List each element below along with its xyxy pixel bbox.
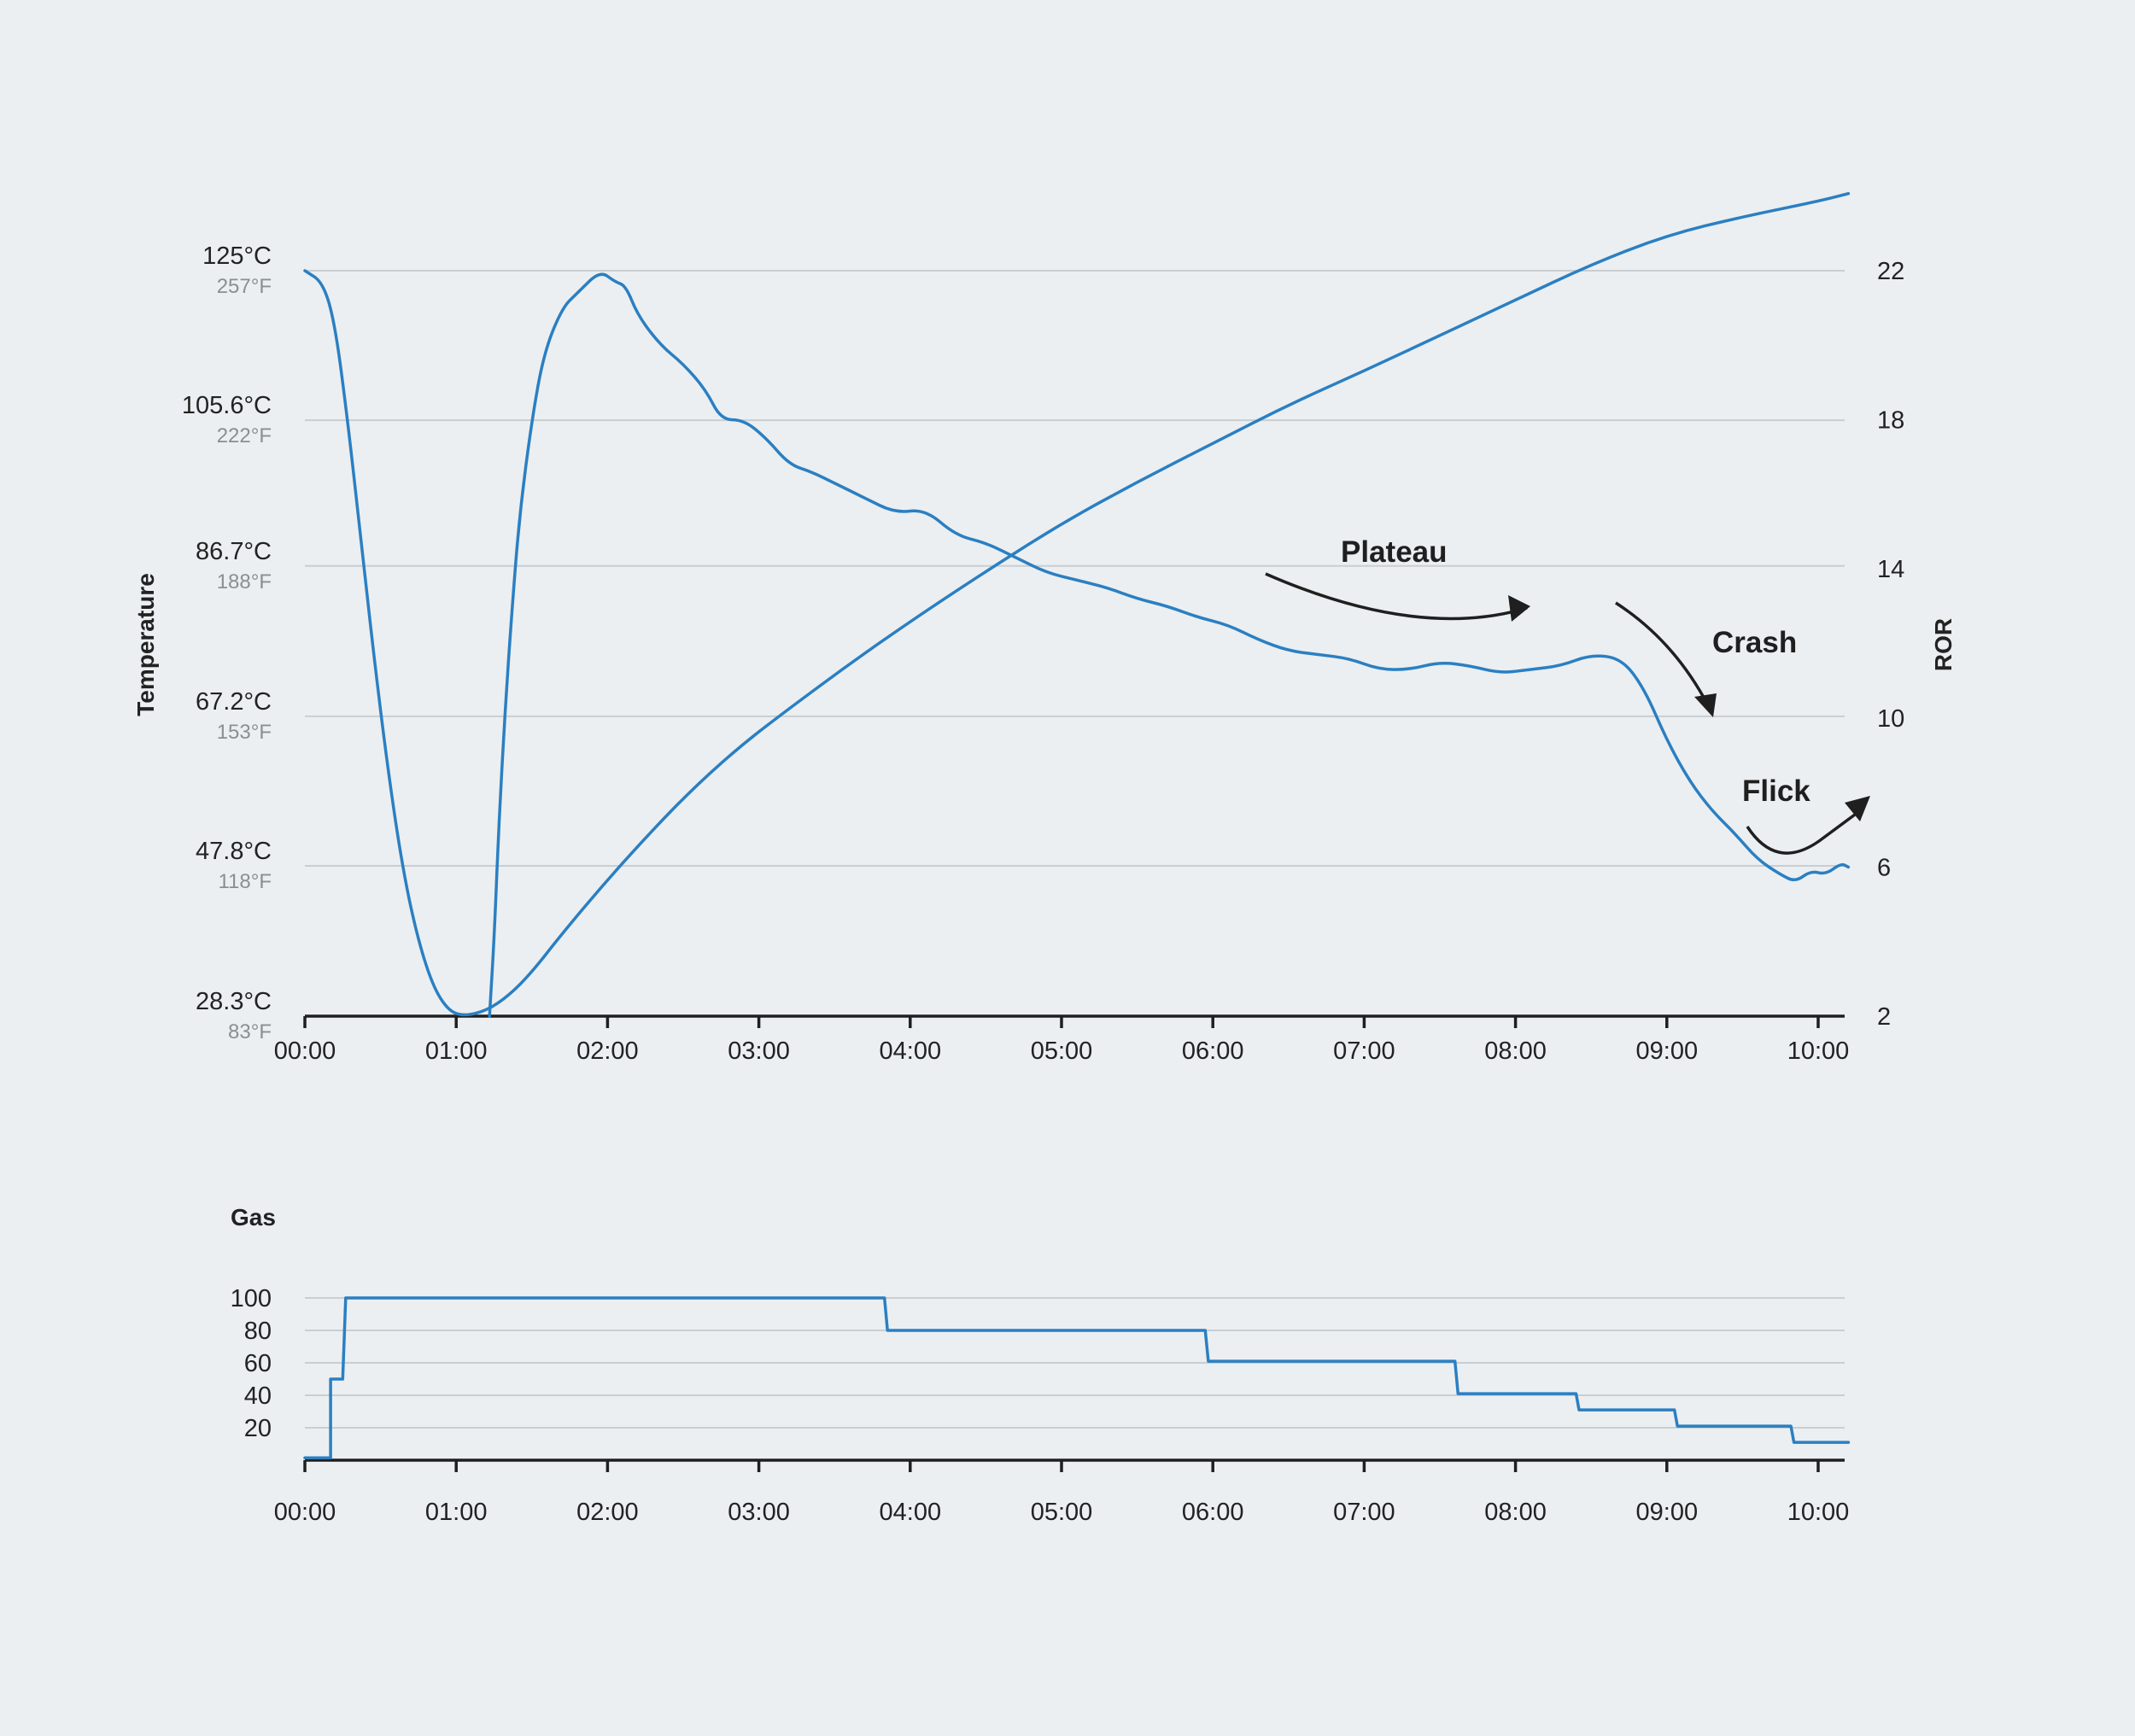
gas-tick-label: 20 <box>244 1415 272 1442</box>
gas-x-axis: 00:00 01:00 02:00 03:00 04:00 05:00 06:00 07:00… <box>274 1458 1850 1526</box>
top-x-tick-label: 03:00 <box>728 1038 790 1065</box>
gas-x-tick-label: 08:00 <box>1484 1499 1547 1526</box>
top-x-tick-label: 00:00 <box>274 1038 336 1065</box>
gas-x-tick-label: 01:00 <box>425 1499 488 1526</box>
annotation-flick: Flick <box>1742 774 1810 808</box>
gas-tick-label: 60 <box>244 1350 272 1377</box>
gas-x-tick-label: 03:00 <box>728 1499 790 1526</box>
ror-tick-label: 10 <box>1877 705 1904 733</box>
gas-y-axis-ticks: 100 80 60 40 20 <box>231 1285 272 1442</box>
ror-axis-title: ROR <box>1930 618 1957 671</box>
flick-arrow <box>1746 808 1863 855</box>
annotation-crash: Crash <box>1712 626 1797 659</box>
gas-gridlines <box>305 1297 1845 1429</box>
ror-tick-label: 14 <box>1877 556 1904 583</box>
ror-tick-label: 18 <box>1877 407 1904 435</box>
ror-tick-label: 6 <box>1877 854 1891 881</box>
top-x-tick-label: 04:00 <box>880 1038 942 1065</box>
gas-x-tick-label: 02:00 <box>576 1499 639 1526</box>
gas-chart-title: Gas <box>231 1204 276 1230</box>
temperature-tick-fahrenheit: 83°F <box>228 1020 272 1043</box>
gas-tick-label: 80 <box>244 1318 272 1345</box>
temperature-tick-fahrenheit: 153°F <box>217 721 272 744</box>
gas-tick-label: 100 <box>231 1285 272 1312</box>
top-x-axis: 00:00 01:00 02:00 03:00 04:00 05:00 06:00 07:00… <box>274 1014 1850 1065</box>
ror-tick-label: 2 <box>1877 1003 1891 1031</box>
top-x-tick-label: 10:00 <box>1787 1038 1850 1065</box>
top-x-tick-label: 02:00 <box>576 1038 639 1065</box>
gas-x-tick-label: 05:00 <box>1031 1499 1093 1526</box>
temperature-y-axis-ticks: 125°C 257°F 105.6°C 222°F 86.7°C 188°F 67.2°C 1… <box>182 243 272 1043</box>
temperature-gridlines <box>305 270 1845 867</box>
ror-y-axis-ticks: 22 18 14 10 6 2 <box>1877 258 1904 1031</box>
temperature-tick-celsius: 86.7°C <box>196 538 272 565</box>
temperature-tick-fahrenheit: 188°F <box>217 570 272 593</box>
temperature-tick-fahrenheit: 222°F <box>217 424 272 447</box>
temperature-series <box>303 191 1851 1018</box>
gas-tick-label: 40 <box>244 1382 272 1410</box>
top-x-tick-label: 05:00 <box>1031 1038 1093 1065</box>
temperature-tick-celsius: 47.8°C <box>196 838 272 865</box>
temperature-tick-fahrenheit: 118°F <box>218 870 272 893</box>
bean-temperature-line <box>303 191 1851 1017</box>
gas-level-line <box>303 1296 1851 1459</box>
gas-x-tick-label: 04:00 <box>880 1499 942 1526</box>
gas-x-tick-label: 00:00 <box>274 1499 336 1526</box>
temperature-axis-title: Temperature <box>132 573 159 716</box>
top-x-tick-label: 01:00 <box>425 1038 488 1065</box>
temperature-tick-fahrenheit: 257°F <box>217 275 272 298</box>
temperature-tick-celsius: 28.3°C <box>196 988 272 1015</box>
temperature-tick-celsius: 105.6°C <box>182 392 272 419</box>
plateau-arrow <box>1265 572 1528 621</box>
gas-series <box>303 1296 1851 1459</box>
gas-x-tick-label: 10:00 <box>1787 1499 1850 1526</box>
gas-x-tick-label: 09:00 <box>1636 1499 1699 1526</box>
crash-arrow <box>1615 601 1710 706</box>
plateau-arrowhead <box>1508 595 1530 622</box>
annotation-plateau: Plateau <box>1341 535 1448 569</box>
gas-x-tick-label: 07:00 <box>1333 1499 1395 1526</box>
ror-line <box>488 272 1851 1018</box>
flick-arrowhead <box>1845 796 1870 821</box>
top-x-tick-label: 09:00 <box>1636 1038 1699 1065</box>
top-x-tick-label: 07:00 <box>1333 1038 1395 1065</box>
crash-arrowhead <box>1694 693 1717 717</box>
annotations: Plateau Crash Flick <box>1265 535 1870 855</box>
top-x-tick-label: 06:00 <box>1182 1038 1244 1065</box>
ror-tick-label: 22 <box>1877 258 1904 285</box>
gas-x-tick-label: 06:00 <box>1182 1499 1244 1526</box>
top-x-tick-label: 08:00 <box>1484 1038 1547 1065</box>
temperature-tick-celsius: 125°C <box>202 243 272 270</box>
temperature-tick-celsius: 67.2°C <box>196 688 272 716</box>
